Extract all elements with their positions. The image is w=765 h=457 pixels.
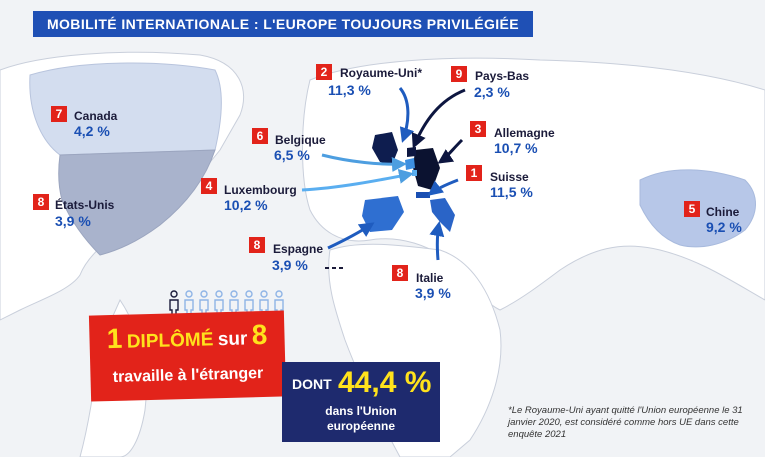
belgium-shape bbox=[405, 158, 415, 170]
rank-badge-chine: 5 bbox=[684, 201, 700, 217]
label-royaume-uni: Royaume-Uni* bbox=[340, 66, 423, 80]
arrow-royaume-uni bbox=[398, 87, 415, 143]
germany-shape bbox=[413, 148, 440, 190]
arrow-suisse bbox=[427, 178, 459, 196]
page-title: MOBILITÉ INTERNATIONALE : L'EUROPE TOUJO… bbox=[33, 11, 533, 37]
arrow-luxembourg bbox=[301, 168, 414, 192]
ratio-diplome: DIPLÔMÉ bbox=[126, 329, 214, 353]
uk-shape bbox=[372, 132, 398, 165]
ratio-sur: sur bbox=[217, 328, 248, 351]
netherlands-shape bbox=[407, 147, 416, 157]
ratio-one: 1 bbox=[106, 322, 123, 355]
rank-badge-luxembourg: 4 bbox=[201, 178, 217, 194]
africa-land bbox=[328, 243, 502, 457]
value-luxembourg: 10,2 % bbox=[224, 197, 268, 213]
italy-shape bbox=[430, 198, 455, 232]
eu-share-value: 44,4 % bbox=[338, 366, 432, 399]
value-canada: 4,2 % bbox=[74, 123, 110, 139]
eu-caption-line2: européenne bbox=[326, 419, 395, 433]
ratio-eight: 8 bbox=[251, 318, 268, 351]
luxembourg-shape bbox=[412, 170, 417, 176]
arrow-allemagne bbox=[437, 138, 464, 164]
eurasia-land bbox=[302, 57, 765, 311]
rank-badge-suisse: 1 bbox=[466, 165, 482, 181]
label-suisse: Suisse bbox=[490, 170, 529, 184]
eu-dont-label: DONT bbox=[292, 376, 332, 392]
value-italie: 3,9 % bbox=[415, 285, 451, 301]
value-royaume-uni: 11,3 % bbox=[328, 82, 371, 98]
rank-badge-allemagne: 3 bbox=[470, 121, 486, 137]
label-espagne: Espagne bbox=[273, 242, 324, 256]
value-espagne: 3,9 % bbox=[272, 257, 308, 273]
rank-badge-canada: 7 bbox=[51, 106, 67, 122]
label-belgique: Belgique bbox=[275, 133, 326, 147]
footnote: *Le Royaume-Uni ayant quitté l'Union eur… bbox=[508, 405, 743, 440]
switzerland-shape bbox=[416, 192, 430, 198]
value-allemagne: 10,7 % bbox=[494, 140, 538, 156]
arrow-espagne bbox=[327, 222, 375, 250]
value-suisse: 11,5 % bbox=[490, 184, 533, 200]
label-italie: Italie bbox=[416, 271, 444, 285]
arrow-italie bbox=[429, 221, 445, 261]
usa-shape bbox=[58, 149, 216, 256]
abroad-text: travaille à l'étranger bbox=[112, 365, 264, 386]
rank-badge-pays-bas: 9 bbox=[451, 66, 467, 82]
label-luxembourg: Luxembourg bbox=[224, 183, 297, 197]
label-pays-bas: Pays-Bas bbox=[475, 69, 530, 83]
value-chine: 9,2 % bbox=[706, 219, 742, 235]
canada-shape bbox=[29, 62, 222, 156]
eu-caption-line1: dans l'Union bbox=[325, 404, 397, 418]
ratio-line: 1 DIPLÔMÉ sur 8 bbox=[89, 318, 285, 355]
label-chine: Chine bbox=[706, 205, 740, 219]
label-etats-unis: États-Unis bbox=[55, 198, 115, 212]
value-belgique: 6,5 % bbox=[274, 147, 310, 163]
rank-badge-royaume-uni: 2 bbox=[316, 64, 332, 80]
rank-badge-italie: 8 bbox=[392, 265, 408, 281]
label-canada: Canada bbox=[74, 109, 118, 123]
rank-badge-etats-unis: 8 bbox=[33, 194, 49, 210]
rank-badge-belgique: 6 bbox=[252, 128, 268, 144]
value-pays-bas: 2,3 % bbox=[474, 84, 510, 100]
value-etats-unis: 3,9 % bbox=[55, 213, 91, 229]
arrow-pays-bas bbox=[411, 88, 466, 149]
eu-share-stat: DONT 44,4 % dans l'Union européenne bbox=[282, 362, 440, 442]
eu-caption: dans l'Union européenne bbox=[282, 404, 440, 434]
arrow-belgique bbox=[321, 153, 407, 172]
graduate-abroad-stat: 1 DIPLÔMÉ sur 8 travaille à l'étranger bbox=[88, 310, 287, 402]
label-allemagne: Allemagne bbox=[494, 126, 555, 140]
rank-badge-espagne: 8 bbox=[249, 237, 265, 253]
